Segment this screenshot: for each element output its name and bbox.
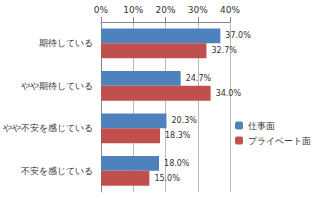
svg-text:仕事面: 仕事面 [248,121,275,131]
svg-text:10%: 10% [123,5,143,15]
svg-text:0%: 0% [94,5,109,15]
svg-text:20.3%: 20.3% [171,116,197,125]
svg-text:不安を感じている: 不安を感じている [21,166,93,176]
svg-text:やや期待している: やや期待している [21,81,93,91]
svg-text:18.0%: 18.0% [164,159,190,168]
svg-text:期待している: 期待している [39,38,93,48]
svg-text:プライベート面: プライベート面 [248,136,311,146]
svg-text:40%: 40% [220,5,240,15]
svg-text:34.0%: 34.0% [216,89,242,98]
svg-text:24.7%: 24.7% [186,74,212,83]
svg-text:20%: 20% [155,5,175,15]
svg-text:32.7%: 32.7% [211,46,237,55]
svg-text:18.3%: 18.3% [165,131,191,140]
svg-text:15.0%: 15.0% [154,174,180,183]
svg-text:37.0%: 37.0% [225,31,251,40]
svg-text:30%: 30% [188,5,208,15]
svg-text:やや不安を感じている: やや不安を感じている [3,123,93,133]
